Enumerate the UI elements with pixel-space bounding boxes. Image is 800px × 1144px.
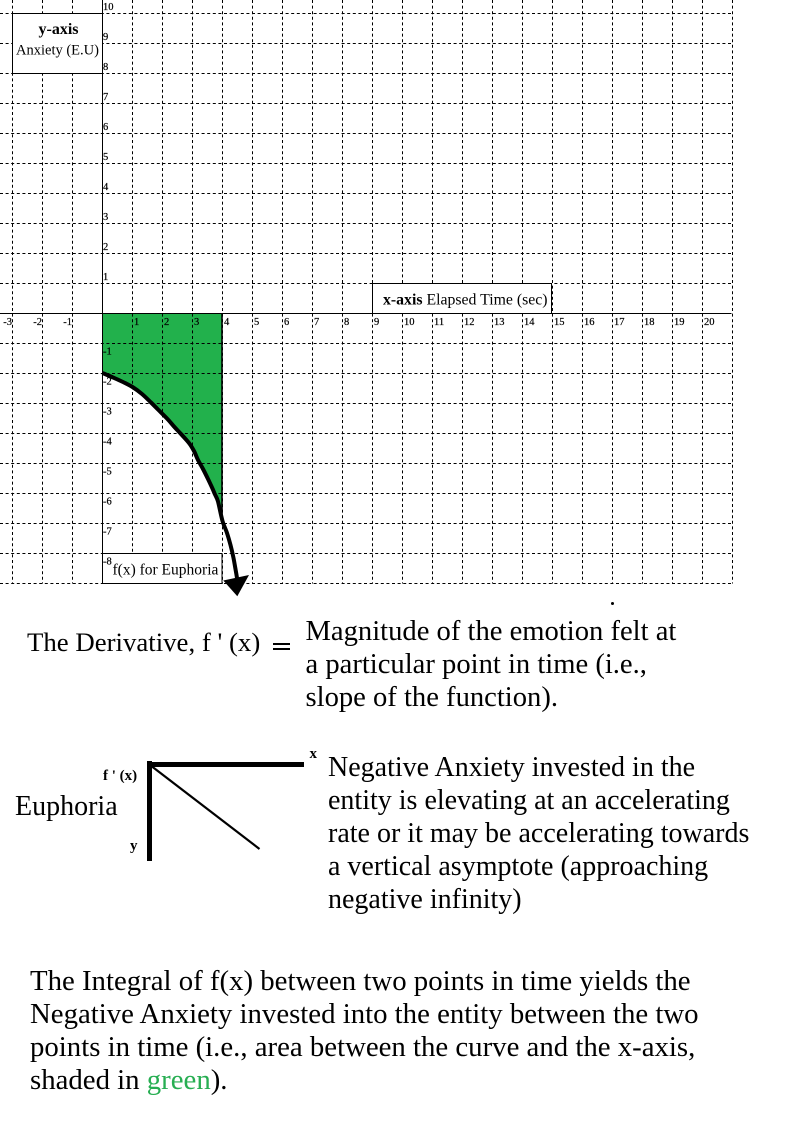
svg-text:y-axis: y-axis [39,21,79,38]
svg-text:1: 1 [103,272,108,283]
svg-text:-6: -6 [103,497,112,508]
svg-text:7: 7 [103,92,108,103]
svg-text:14: 14 [524,317,535,328]
svg-text:-5: -5 [103,467,112,478]
svg-text:-3: -3 [103,407,112,418]
svg-text:6: 6 [284,317,289,328]
svg-text:2: 2 [103,242,108,253]
svg-text:2: 2 [164,317,169,328]
svg-text:-3: -3 [3,317,12,328]
svg-text:f(x) for Euphoria: f(x) for Euphoria [113,562,219,579]
svg-text:5: 5 [254,317,259,328]
svg-text:1: 1 [134,317,139,328]
svg-text:15: 15 [554,317,565,328]
svg-text:-4: -4 [103,437,112,448]
svg-text:8: 8 [344,317,349,328]
svg-text:13: 13 [494,317,505,328]
svg-text:20: 20 [704,317,715,328]
svg-text:7: 7 [314,317,319,328]
svg-text:9: 9 [103,32,108,43]
svg-text:-1: -1 [103,347,112,358]
svg-text:11: 11 [434,317,444,328]
svg-text:5: 5 [103,152,108,163]
svg-text:16: 16 [584,317,595,328]
svg-text:-2: -2 [33,317,42,328]
svg-text:6: 6 [103,122,108,133]
svg-text:4: 4 [224,317,230,328]
svg-text:19: 19 [674,317,685,328]
svg-text:17: 17 [614,317,625,328]
svg-text:-2: -2 [103,377,112,388]
svg-text:10: 10 [103,2,114,13]
svg-text:18: 18 [644,317,655,328]
svg-text:9: 9 [374,317,379,328]
svg-text:x-axis Elapsed Time (sec): x-axis Elapsed Time (sec) [383,292,548,309]
svg-text:3: 3 [194,317,199,328]
svg-text:8: 8 [103,62,108,73]
svg-text:12: 12 [464,317,475,328]
svg-text:4: 4 [103,182,109,193]
svg-text:Anxiety (E.U): Anxiety (E.U) [16,43,99,59]
svg-text:-8: -8 [103,557,112,568]
svg-text:3: 3 [103,212,108,223]
svg-text:-7: -7 [103,527,112,538]
svg-text:10: 10 [404,317,415,328]
svg-text:-1: -1 [63,317,72,328]
